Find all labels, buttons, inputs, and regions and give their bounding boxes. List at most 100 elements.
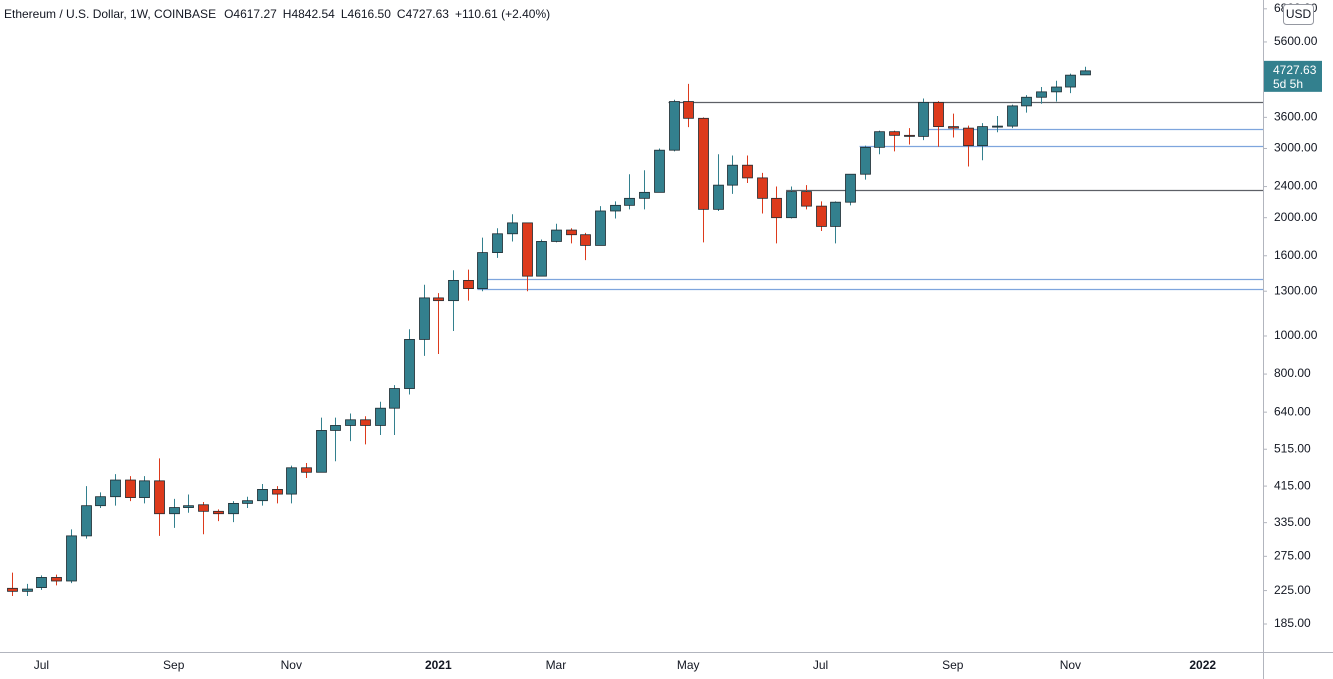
x-tick-label: Nov bbox=[1060, 658, 1081, 672]
ohlc-label: O4617.27 bbox=[224, 7, 277, 21]
candle-body bbox=[154, 480, 165, 515]
candle-body bbox=[860, 146, 871, 175]
ohlc-label: H4842.54 bbox=[283, 7, 335, 21]
candle-body bbox=[874, 131, 885, 148]
candle-body bbox=[536, 241, 547, 277]
candle-body bbox=[213, 510, 224, 515]
candle-body bbox=[1036, 91, 1047, 98]
candle-body bbox=[595, 210, 606, 246]
candle-body bbox=[845, 173, 856, 203]
y-tick-label: 640.00 bbox=[1274, 404, 1311, 418]
candle-body bbox=[433, 297, 444, 302]
candle-body bbox=[698, 117, 709, 210]
currency-badge bbox=[1283, 4, 1314, 25]
y-tick-label: 225.00 bbox=[1274, 583, 1311, 597]
y-tick-label: 275.00 bbox=[1274, 549, 1311, 563]
candle-body bbox=[669, 101, 680, 151]
y-tick-label: 185.00 bbox=[1274, 616, 1311, 630]
candle-body bbox=[713, 184, 724, 210]
candle-body bbox=[375, 407, 386, 426]
candle-body bbox=[66, 535, 77, 582]
candle-body bbox=[36, 577, 47, 588]
countdown: 5d 5h bbox=[1273, 77, 1303, 91]
candle-body bbox=[1007, 105, 1018, 127]
y-tick-label: 2400.00 bbox=[1274, 179, 1318, 193]
y-tick-label: 800.00 bbox=[1274, 366, 1311, 380]
candle-body bbox=[1021, 96, 1032, 107]
candle-body bbox=[933, 101, 944, 128]
candle-body bbox=[948, 126, 959, 129]
currency: USD bbox=[1286, 7, 1312, 21]
candle-body bbox=[1080, 70, 1091, 76]
candle-body bbox=[786, 191, 797, 219]
candle-body bbox=[624, 197, 635, 206]
y-tick-label: 1000.00 bbox=[1274, 328, 1318, 342]
y-tick-label: 2000.00 bbox=[1274, 210, 1318, 224]
candle-body bbox=[125, 479, 136, 498]
candle-body bbox=[727, 164, 738, 186]
y-tick-label: 1300.00 bbox=[1274, 283, 1318, 297]
candle-body bbox=[95, 496, 106, 507]
last-price-tag bbox=[1264, 60, 1322, 92]
x-tick-label: Mar bbox=[546, 658, 567, 672]
candle-body bbox=[551, 229, 562, 242]
ohlc-label: +110.61 (+2.40%) bbox=[455, 7, 550, 21]
candle-body bbox=[169, 507, 180, 515]
candle-body bbox=[889, 131, 900, 136]
candle-body bbox=[257, 489, 268, 502]
y-tick-label: 3000.00 bbox=[1274, 141, 1318, 155]
candle-body bbox=[419, 297, 430, 340]
candle-body bbox=[51, 577, 62, 582]
candle-body bbox=[7, 587, 18, 592]
candle-body bbox=[522, 222, 533, 277]
x-tick-label: May bbox=[677, 658, 700, 672]
x-tick-label: 2022 bbox=[1189, 658, 1216, 672]
candle-body bbox=[683, 101, 694, 119]
candle-body bbox=[477, 252, 488, 289]
candle-body bbox=[448, 279, 459, 302]
candle-body bbox=[918, 101, 929, 137]
x-tick-label: Nov bbox=[281, 658, 302, 672]
candle-body bbox=[904, 134, 915, 137]
candle-body bbox=[242, 500, 253, 504]
x-tick-label: Sep bbox=[942, 658, 964, 672]
candle-body bbox=[183, 505, 194, 508]
candle-body bbox=[301, 467, 312, 473]
candle-body bbox=[404, 339, 415, 389]
y-tick-label: 3600.00 bbox=[1274, 110, 1318, 124]
candle-body bbox=[345, 419, 356, 426]
candle-body bbox=[801, 191, 812, 207]
candle-body bbox=[228, 502, 239, 515]
candle-body bbox=[742, 164, 753, 179]
candle-body bbox=[771, 197, 782, 219]
candle-body bbox=[507, 222, 518, 235]
y-tick-label: 415.00 bbox=[1274, 478, 1311, 492]
candle-body bbox=[22, 588, 33, 592]
candle-body bbox=[286, 467, 297, 495]
y-tick-label: 1600.00 bbox=[1274, 248, 1318, 262]
candle-body bbox=[654, 149, 665, 193]
candle-body bbox=[816, 205, 827, 227]
candle-body bbox=[1051, 86, 1062, 93]
plot-area bbox=[7, 66, 1263, 596]
candle-body bbox=[389, 388, 400, 409]
candle-body bbox=[757, 177, 768, 199]
candle-body bbox=[198, 504, 209, 512]
candle-body bbox=[639, 191, 650, 199]
y-tick-label: 5600.00 bbox=[1274, 34, 1318, 48]
x-tick-label: Jul bbox=[813, 658, 828, 672]
x-tick-label: Jul bbox=[34, 658, 49, 672]
candle-body bbox=[139, 480, 150, 498]
candle-body bbox=[992, 125, 1003, 128]
candle-body bbox=[610, 204, 621, 212]
y-tick-label: 335.00 bbox=[1274, 515, 1311, 529]
candle-body bbox=[566, 229, 577, 236]
candle-body bbox=[316, 430, 327, 473]
x-tick-label: Sep bbox=[163, 658, 185, 672]
symbol-title: Ethereum / U.S. Dollar, 1W, COINBASE bbox=[4, 7, 216, 21]
ohlc-label: C4727.63 bbox=[397, 7, 449, 21]
candle-body bbox=[330, 425, 341, 431]
